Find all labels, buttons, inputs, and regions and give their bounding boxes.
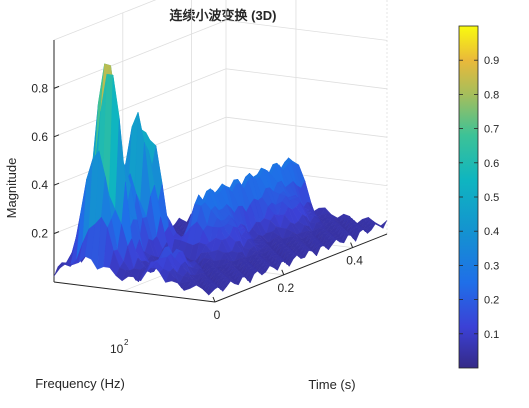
y-tick-exponent: 2	[124, 338, 129, 347]
x-tick-label: 0.2	[277, 281, 294, 295]
z-tick-mark	[53, 231, 60, 235]
colorbar-ticks: 0.1 0.2 0.3 0.4 0.5 0.6 0.7 0.8 0.9	[459, 55, 499, 341]
y-axis-label: Frequency (Hz)	[35, 376, 125, 391]
colorbar-tick-label: 0.5	[484, 192, 499, 204]
z-axis-ticks: 0.2 0.4 0.6 0.8	[31, 81, 60, 241]
x-tick-mark	[350, 242, 354, 248]
z-tick-label: 0.2	[31, 227, 48, 241]
x-tick-label: 0	[214, 308, 221, 322]
surface-patch	[208, 286, 220, 296]
chart-title: 连续小波变换 (3D)	[170, 8, 277, 23]
colorbar-tick-label: 0.6	[484, 158, 499, 170]
surface-plot	[53, 63, 388, 296]
colorbar-gradient	[459, 26, 478, 368]
colorbar-tick-label: 0.8	[484, 89, 499, 101]
z-axis-label: Magnitude	[4, 158, 19, 219]
z-tick-label: 0.4	[31, 178, 48, 192]
y-tick-base: 10	[110, 342, 124, 356]
z-tick-label: 0.8	[31, 81, 48, 95]
axis-lines	[53, 40, 388, 303]
colorbar-tick-label: 0.4	[484, 226, 499, 238]
z-tick-mark	[53, 85, 60, 89]
z-tick-label: 0.6	[31, 130, 48, 144]
x-axis-label: Time (s)	[308, 377, 355, 392]
colorbar-tick-label: 0.1	[484, 329, 499, 341]
colorbar-tick-label: 0.3	[484, 260, 499, 272]
plot-axes: 0.2 0.4 0.6 0.8 0 0.2 0.4 10 2 Magnitude Freq…	[4, 0, 388, 392]
y-axis-tick-label: 10 2	[110, 338, 129, 356]
z-tick-mark	[53, 134, 60, 138]
colorbar: 0.1 0.2 0.3 0.4 0.5 0.6 0.7 0.8 0.9	[458, 25, 499, 369]
x-tick-mark	[212, 296, 216, 303]
x-tick-mark	[281, 269, 285, 275]
colorbar-tick-label: 0.2	[484, 295, 499, 307]
z-tick-mark	[53, 182, 60, 186]
x-tick-label: 0.4	[346, 254, 363, 268]
colorbar-tick-label: 0.7	[484, 124, 499, 136]
x-axis-ticks: 0 0.2 0.4	[212, 242, 363, 322]
colorbar-tick-label: 0.9	[484, 55, 499, 67]
